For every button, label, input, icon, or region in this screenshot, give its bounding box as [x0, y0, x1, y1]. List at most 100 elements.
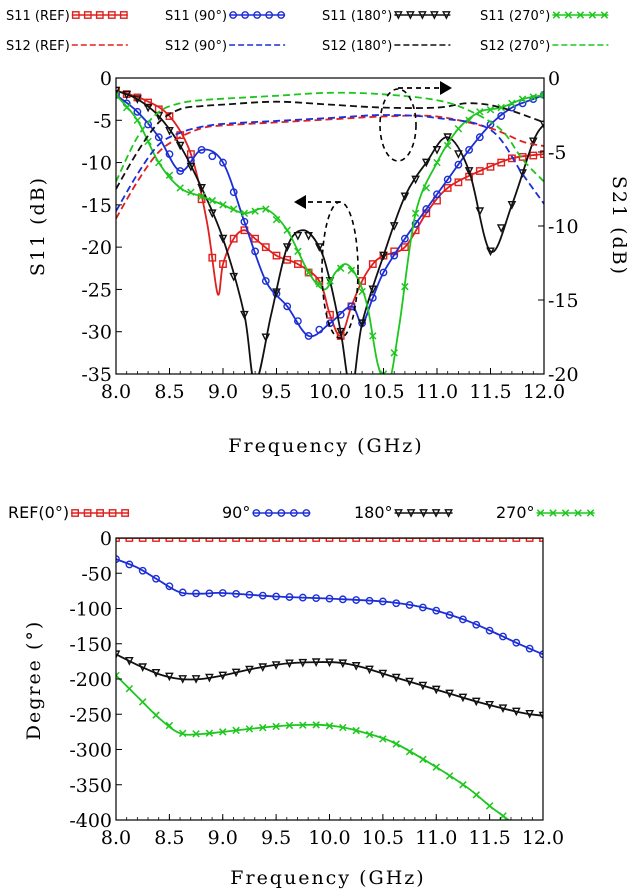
marker-90 [419, 603, 427, 612]
marker-180 [471, 697, 481, 707]
legend-label: 90° [222, 503, 250, 522]
marker-270 [392, 740, 400, 748]
marker-180 [218, 671, 228, 681]
marker-180 [498, 704, 508, 713]
marker-s11-180 [518, 169, 527, 178]
legend-marker [265, 11, 274, 19]
marker-270 [245, 725, 254, 733]
marker-270 [352, 726, 360, 735]
marker-s11-ref [304, 268, 313, 277]
legend-marker [121, 509, 129, 517]
series-s12-ref [116, 114, 544, 220]
marker-s11-90 [165, 150, 174, 159]
marker-s11-270 [529, 93, 538, 101]
x-tick-label: 9.0 [208, 827, 238, 849]
series-180 [116, 650, 543, 721]
right-arrowhead-icon [440, 81, 452, 95]
marker-s11-180 [421, 158, 431, 168]
marker-s11-180 [389, 222, 399, 231]
marker-90 [392, 599, 401, 608]
legend-marker [561, 509, 570, 517]
legend-marker [253, 11, 262, 19]
marker-s11-270 [197, 192, 206, 201]
marker-ref-0 [192, 538, 200, 542]
x-tick-label: 10.5 [362, 381, 404, 403]
marker-s11-270 [540, 91, 544, 99]
s21-ellipse-annotation [379, 88, 417, 162]
y-tick-label: -50 [81, 563, 112, 585]
marker-s11-180 [411, 175, 420, 185]
marker-s11-180 [464, 167, 474, 176]
phase-chart: REF(0°) 90° 180° 270° 8.0 8.5 9.0 9.5 10.0 10.5 1… [8, 503, 595, 889]
marker-ref-0 [138, 538, 147, 542]
marker-90 [352, 596, 361, 604]
marker-ref-0 [325, 538, 334, 542]
marker-s11-270 [422, 184, 431, 192]
marker-90 [378, 597, 387, 606]
legend-label: S11 (270°) [480, 9, 550, 24]
marker-s11-270 [379, 370, 388, 374]
marker-180 [178, 675, 188, 684]
legend-marker [264, 509, 273, 517]
legend-item-s11-ref: S11 (REF) [6, 9, 128, 24]
marker-ref-0 [258, 538, 267, 542]
series-line-s12-90 [116, 114, 544, 212]
marker-180 [125, 657, 134, 666]
y-tick-label: -350 [69, 775, 112, 797]
marker-s11-180 [475, 207, 485, 216]
marker-180 [205, 673, 214, 683]
marker-90 [152, 574, 160, 583]
legend-marker [277, 509, 286, 517]
x-tick-label: 11.0 [415, 827, 457, 849]
marker-270 [259, 723, 267, 732]
marker-s11-ref [272, 251, 281, 260]
legend-label: S11 (180°) [322, 9, 392, 24]
marker-ref-0 [485, 538, 494, 542]
series-s12-270 [116, 91, 544, 183]
marker-180 [325, 658, 334, 668]
marker-90 [525, 644, 534, 653]
y-tick-label: -100 [69, 599, 112, 621]
marker-s11-ref [294, 260, 302, 268]
marker-s11-270 [315, 280, 324, 288]
marker-s11-90 [176, 167, 185, 175]
legend-item-s11-180: S11 (180°) [322, 9, 451, 24]
marker-90 [218, 589, 227, 597]
marker-270 [405, 747, 414, 756]
legend-marker [394, 509, 403, 518]
marker-s11-180 [197, 184, 206, 193]
legend-marker [536, 509, 545, 517]
marker-s11-90 [304, 332, 313, 340]
marker-ref-0 [525, 538, 534, 542]
marker-180 [431, 685, 441, 695]
series-line-180 [116, 653, 543, 717]
marker-s11-90 [475, 133, 484, 142]
marker-s11-90 [154, 133, 163, 142]
legend-marker [277, 11, 286, 19]
marker-270 [445, 772, 454, 780]
marker-90 [405, 601, 414, 609]
marker-ref-0 [352, 538, 361, 542]
marker-s11-180 [282, 243, 292, 252]
marker-180 [311, 658, 321, 667]
marker-s11-ref [475, 167, 484, 175]
marker-s11-90 [229, 188, 238, 197]
marker-180 [298, 658, 308, 668]
y2-tick-label: -10 [548, 216, 579, 238]
marker-s11-270 [187, 188, 195, 196]
legend-item-s12-ref: S12 (REF) [6, 39, 128, 54]
marker-270 [365, 730, 374, 739]
marker-s11-90 [251, 247, 260, 256]
marker-s11-ref [208, 253, 217, 262]
marker-270 [219, 728, 227, 736]
marker-s11-ref [508, 154, 516, 163]
chart2-xlabel: Frequency (GHz) [230, 867, 425, 889]
legend-marker [302, 509, 311, 517]
marker-s11-180 [336, 327, 346, 337]
marker-s11-270 [518, 95, 527, 103]
legend-label: REF(0°) [8, 503, 69, 522]
marker-s11-180 [293, 231, 303, 241]
marker-270 [459, 781, 467, 789]
x-tick-label: 8.0 [101, 381, 131, 403]
marker-90 [365, 596, 374, 605]
